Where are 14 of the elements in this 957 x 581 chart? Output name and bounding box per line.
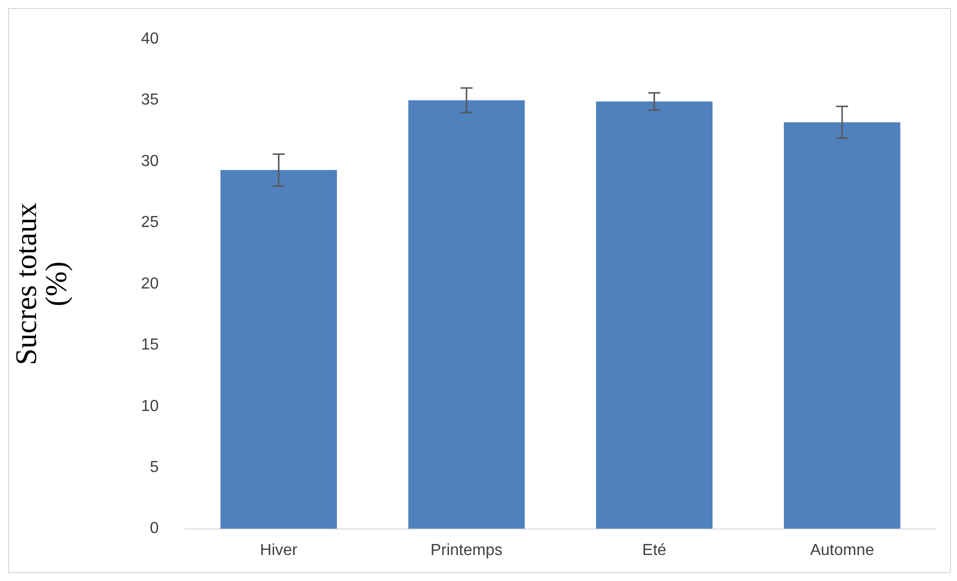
y-tick-label: 15 [141, 336, 159, 354]
y-tick-label: 25 [141, 214, 159, 232]
y-tick-label: 5 [150, 458, 159, 476]
x-tick-label: Printemps [430, 542, 503, 559]
x-tick-label: Eté [642, 542, 666, 559]
y-axis-title: Sucres totaux (%) [10, 202, 73, 366]
y-tick-label: 35 [141, 92, 159, 109]
x-tick-label: Hiver [260, 542, 298, 559]
y-tick-label: 20 [141, 275, 159, 292]
y-tick-label: 10 [141, 398, 159, 415]
y-tick-label: 30 [141, 152, 159, 170]
x-tick-label: Automne [810, 542, 874, 559]
y-tick-label: 0 [150, 520, 159, 538]
y-tick-label: 40 [141, 30, 159, 48]
